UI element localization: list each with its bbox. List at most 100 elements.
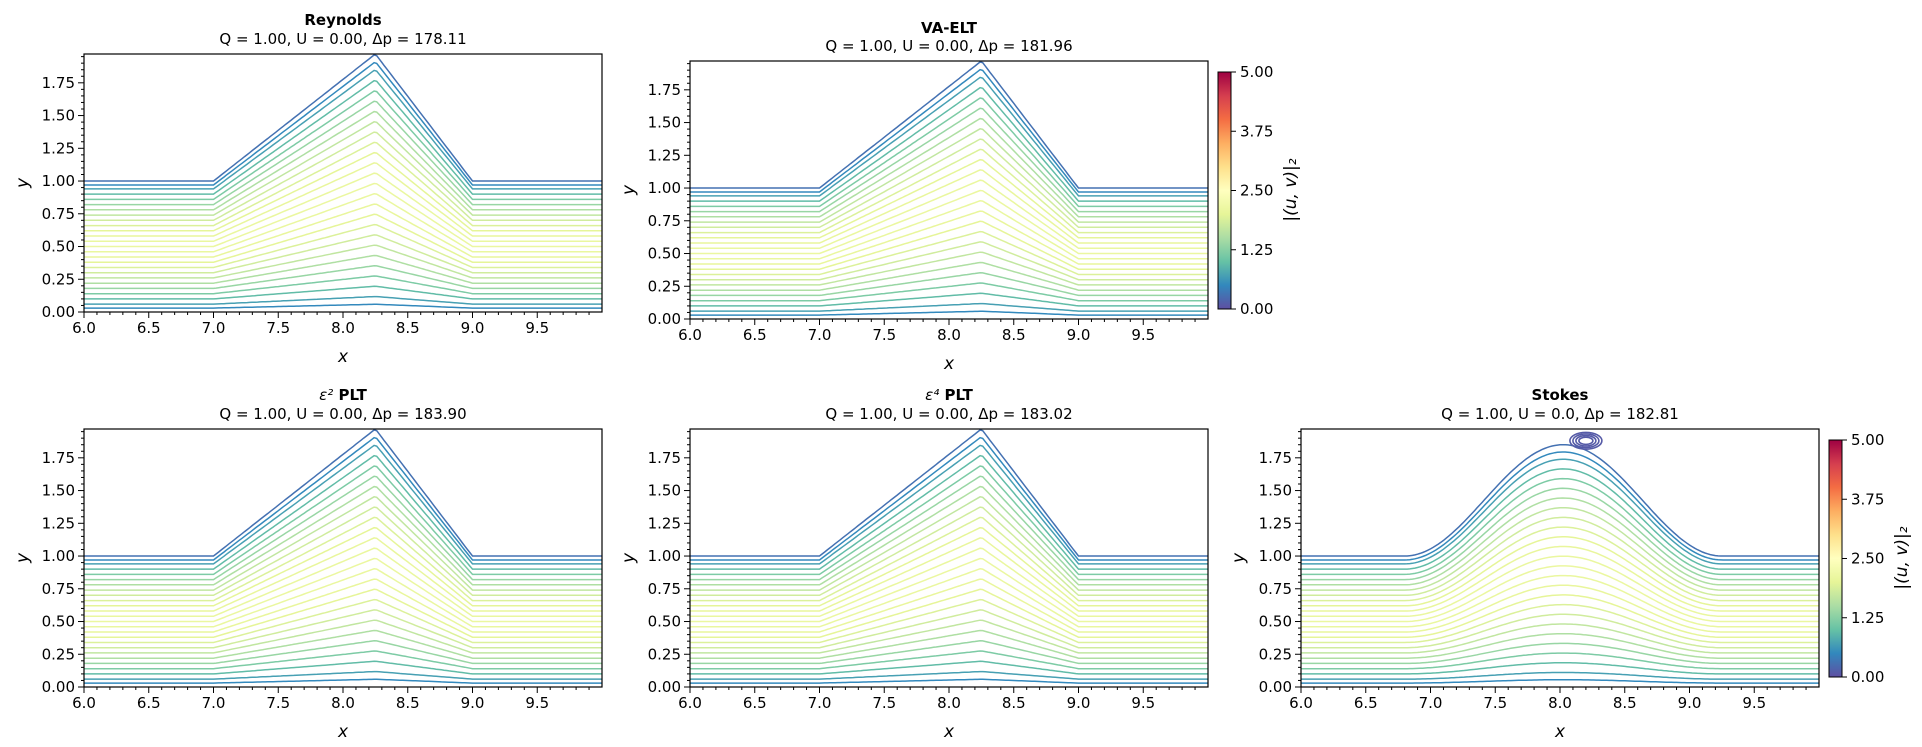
- streamline: [84, 598, 602, 644]
- streamline: [1301, 662, 1819, 675]
- streamline: [690, 310, 1208, 316]
- panel-reynolds: Reynolds Q = 1.00, U = 0.00, Δp = 178.11…: [13, 11, 603, 367]
- streamline: [84, 193, 602, 253]
- streamline: [690, 76, 1208, 197]
- streamline: [690, 444, 1208, 565]
- colorbar-tick-label: 5.00: [1240, 63, 1273, 81]
- streamline: [84, 110, 602, 211]
- x-tick-label: 9.0: [1067, 326, 1091, 344]
- x-tick-label: 6.5: [743, 326, 767, 344]
- x-tick-label: 6.0: [72, 319, 96, 337]
- streamline: [84, 285, 602, 300]
- x-tick-label: 6.0: [1289, 694, 1313, 712]
- x-axis-ticks: 6.0 6.5 7.0 7.5 8.0 8.5 9.0 9.5: [678, 687, 1196, 712]
- streamline: [1301, 516, 1819, 597]
- colorbar-bottom: 0.00 1.25 2.50 3.75 5.00 |(u, v)|₂: [1828, 431, 1912, 686]
- title-prefix: ε²: [319, 386, 333, 404]
- colorbar-gradient: [1828, 439, 1843, 678]
- x-tick-label: 6.5: [1354, 694, 1378, 712]
- y-tick-label: 0.50: [1259, 613, 1292, 631]
- x-tick-label: 7.5: [872, 326, 896, 344]
- x-tick-label: 9.0: [1067, 694, 1091, 712]
- streamline: [690, 271, 1208, 297]
- streamline: [1301, 458, 1819, 565]
- streamline: [690, 169, 1208, 244]
- panel-eps4-plt: ε⁴ PLT Q = 1.00, U = 0.00, Δp = 183.02 6…: [619, 386, 1209, 742]
- x-tick-label: 7.0: [808, 694, 832, 712]
- x-axis-label: x: [943, 722, 955, 742]
- x-tick-label: 6.0: [72, 694, 96, 712]
- streamline: [690, 61, 1208, 189]
- x-tick-label: 6.0: [678, 694, 702, 712]
- streamline: [84, 436, 602, 561]
- panel-subtitle: Q = 1.00, U = 0.0, Δp = 182.81: [1441, 405, 1679, 423]
- streamline: [84, 537, 602, 612]
- x-tick-label: 7.0: [202, 694, 226, 712]
- streamline: [1301, 497, 1819, 586]
- x-axis-label: x: [337, 722, 349, 742]
- streamline: [84, 526, 602, 607]
- y-tick-label: 1.75: [1259, 449, 1292, 467]
- y-tick-label: 1.00: [42, 547, 75, 565]
- streamline: [690, 629, 1208, 659]
- streamline: [84, 264, 602, 290]
- x-tick-label: 8.5: [1002, 694, 1026, 712]
- streamline: [1301, 468, 1819, 570]
- panel-title: ε⁴ PLT: [925, 386, 973, 404]
- plot-area-stokes: [1301, 431, 1819, 684]
- streamline: [690, 496, 1208, 591]
- x-tick-label: 7.0: [1419, 694, 1443, 712]
- streamline: [690, 465, 1208, 576]
- y-tick-label: 0.75: [42, 580, 75, 598]
- streamline: [1301, 652, 1819, 670]
- y-axis-label: y: [13, 552, 33, 564]
- streamline: [84, 213, 602, 263]
- y-tick-label: 0.75: [648, 212, 681, 230]
- y-tick-label: 1.75: [648, 81, 681, 99]
- y-axis-label: y: [619, 184, 639, 196]
- streamline: [1301, 594, 1819, 638]
- streamline: [1301, 545, 1819, 612]
- y-tick-label: 1.25: [648, 146, 681, 164]
- plot-area-eps2-plt: [84, 429, 602, 684]
- streamline: [84, 547, 602, 618]
- streamline: [84, 557, 602, 623]
- streamline: [690, 128, 1208, 223]
- y-tick-label: 1.50: [648, 482, 681, 500]
- y-tick-label: 0.25: [1259, 645, 1292, 663]
- streamline: [690, 282, 1208, 302]
- streamline: [690, 609, 1208, 649]
- streamline: [84, 670, 602, 680]
- panel-title: ε² PLT: [319, 386, 367, 404]
- x-axis-ticks: 6.0 6.5 7.0 7.5 8.0 8.5 9.0 9.5: [72, 687, 590, 712]
- y-tick-label: 0.00: [1259, 678, 1292, 696]
- streamline: [690, 261, 1208, 291]
- streamline: [690, 189, 1208, 255]
- streamline: [690, 68, 1208, 193]
- streamline: [690, 537, 1208, 612]
- x-tick-label: 7.5: [266, 694, 290, 712]
- streamline: [1301, 506, 1819, 591]
- x-tick-label: 8.5: [396, 319, 420, 337]
- streamline: [1301, 487, 1819, 581]
- y-axis-label: y: [13, 177, 33, 189]
- colorbar-tick-label: 3.75: [1240, 122, 1273, 140]
- streamline: [690, 148, 1208, 234]
- y-tick-label: 0.25: [42, 645, 75, 663]
- streamline: [690, 650, 1208, 670]
- streamline: [84, 234, 602, 274]
- x-tick-label: 9.5: [525, 319, 549, 337]
- streamline: [1301, 526, 1819, 602]
- streamline: [84, 485, 602, 586]
- x-tick-label: 8.5: [396, 694, 420, 712]
- streamline: [690, 516, 1208, 602]
- x-tick-label: 9.0: [461, 694, 485, 712]
- streamline: [84, 629, 602, 659]
- y-tick-label: 0.00: [648, 310, 681, 328]
- panel-stokes: Stokes Q = 1.00, U = 0.0, Δp = 182.81 6.…: [1229, 386, 1820, 742]
- y-tick-label: 0.25: [42, 270, 75, 288]
- streamline: [84, 254, 602, 284]
- streamline: [84, 639, 602, 665]
- plot-area-reynolds: [84, 54, 602, 309]
- streamline: [690, 578, 1208, 633]
